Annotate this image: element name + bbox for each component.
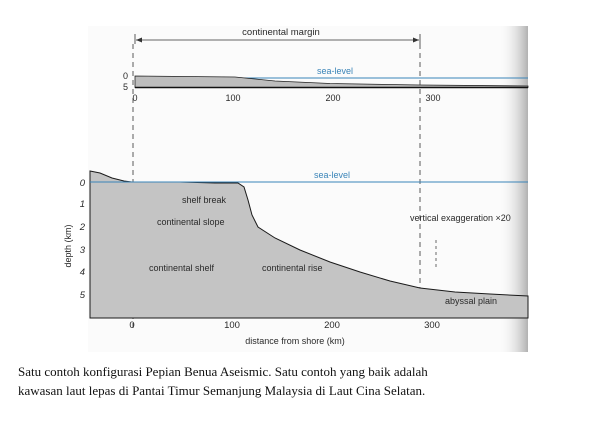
depth-tick-1: 1: [80, 199, 85, 210]
distance-tick-300: 300: [424, 320, 440, 331]
distance-tick-100: 100: [224, 320, 240, 331]
margin-arrow-left-head: [136, 37, 142, 43]
top-distance-tick-100: 100: [225, 93, 240, 103]
top-sea-level-label: sea-level: [317, 66, 353, 76]
depth-tick-0: 0: [80, 178, 86, 189]
continental-shelf-label: continental shelf: [149, 263, 215, 273]
margin-label: continental margin: [242, 27, 320, 38]
main-panel: sea-level 0 1 2 3 4 5 depth (km) 0 100 2…: [63, 170, 529, 346]
continental-slope-label: continental slope: [157, 217, 225, 227]
shelf-break-label: shelf break: [182, 195, 227, 205]
depth-tick-5: 5: [80, 290, 86, 301]
top-depth-tick-5: 5: [123, 82, 128, 92]
distance-tick-0: 0: [129, 320, 134, 331]
top-depth-tick-0: 0: [123, 71, 128, 81]
margin-arrow-right-head: [413, 37, 419, 43]
figure-caption: Satu contoh konfigurasi Pepian Benua Ase…: [18, 362, 598, 400]
x-axis-label: distance from shore (km): [245, 336, 345, 346]
continental-rise-label: continental rise: [262, 263, 323, 273]
top-distance-tick-0: 0: [132, 93, 137, 103]
sea-level-label: sea-level: [314, 170, 350, 180]
vertical-exaggeration-note: vertical exaggeration ×20: [410, 213, 511, 223]
depth-tick-3: 3: [80, 245, 86, 256]
caption-line-1: Satu contoh konfigurasi Pepian Benua Ase…: [18, 364, 428, 379]
top-distance-tick-200: 200: [325, 93, 340, 103]
top-distance-tick-300: 300: [425, 93, 440, 103]
distance-tick-200: 200: [324, 320, 340, 331]
y-axis-label: depth (km): [63, 224, 73, 267]
abyssal-plain-label: abyssal plain: [445, 296, 497, 306]
depth-tick-2: 2: [79, 222, 86, 233]
caption-line-2: kawasan laut lepas di Pantai Timur Seman…: [18, 383, 426, 398]
depth-tick-4: 4: [80, 267, 85, 278]
